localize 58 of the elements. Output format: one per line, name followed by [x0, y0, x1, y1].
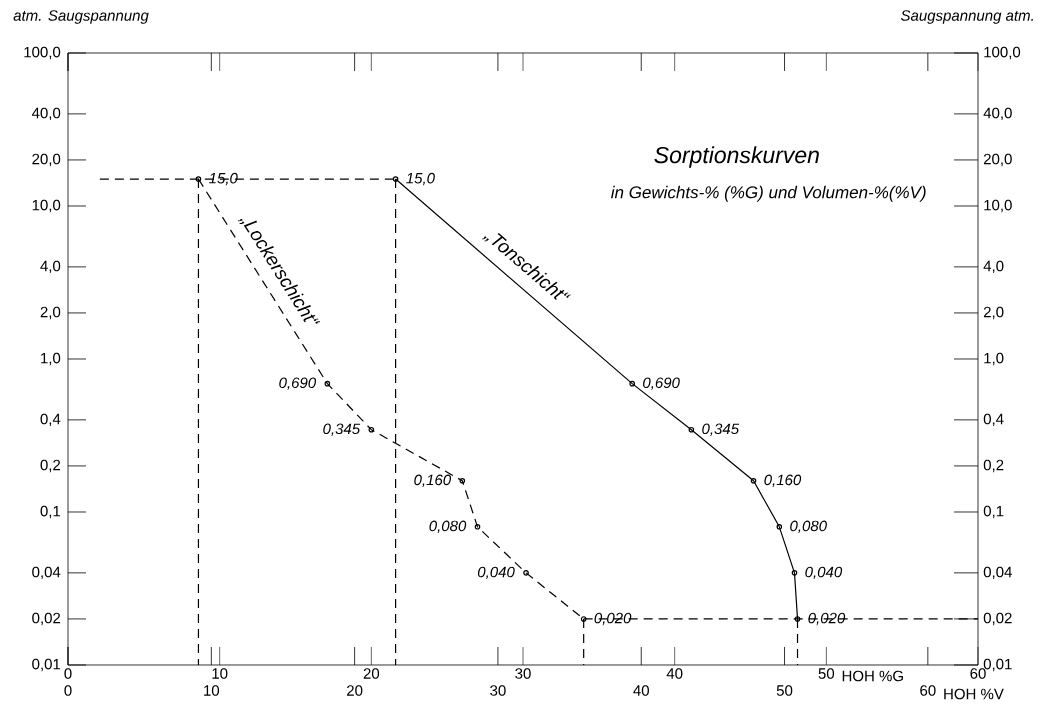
text: 1,0: [984, 352, 1004, 366]
x2-tick-label: 10: [204, 685, 220, 696]
x2-axis-title: HOH %V: [944, 688, 1004, 700]
x-axis-title: HOH %G: [842, 670, 903, 682]
text: 2,0: [983, 306, 1004, 320]
data-label: 0,160: [414, 474, 452, 487]
y-tick-label: 4,0: [40, 260, 61, 274]
y-tick-label: 0,2: [40, 459, 61, 473]
x-tick-label: 50: [818, 668, 835, 679]
data-label: 0,080: [429, 520, 467, 534]
data-label: 0,040: [805, 566, 843, 580]
y-tick-label: 20,0: [32, 153, 61, 167]
data-label: 0,345: [323, 423, 361, 436]
text: 10,0: [984, 199, 1012, 213]
text: 40,0: [983, 107, 1012, 121]
y-tick-label: 40,0: [31, 107, 61, 121]
data-label: 0,160: [764, 474, 802, 487]
data-label: 0,345: [702, 423, 740, 436]
y-tick-label: 1,0: [41, 352, 61, 366]
x-tick-label: 40: [666, 668, 683, 679]
y-tick-label: 100,0: [24, 46, 61, 60]
data-label: 0,080: [790, 520, 827, 534]
y2-axis-title: Saugspannung atm.: [900, 10, 1033, 24]
y-tick-label: 2,0: [40, 306, 61, 320]
x-tick-label: 10: [212, 668, 228, 679]
text: 0,02: [983, 612, 1012, 626]
x2-tick-label: 20: [347, 685, 363, 696]
x-tick-label: 20: [363, 668, 380, 679]
y-tick-label: 10,0: [32, 199, 61, 213]
y-tick-label: 0,1: [40, 505, 61, 519]
text: 0,1: [983, 505, 1004, 519]
text: 100,0: [984, 46, 1021, 60]
y-tick-label: 0,01: [32, 658, 61, 672]
text: 4,0: [983, 260, 1004, 274]
data-label: 0,690: [643, 377, 680, 390]
data-label: 15,0: [209, 172, 238, 186]
y-axis-title: atm. Saugspannung: [13, 10, 149, 24]
x2-tick-label: 60: [920, 685, 936, 696]
x2-tick-label: 0: [64, 685, 72, 696]
x2-tick-label: 30: [490, 685, 506, 696]
data-label: 0,040: [477, 566, 515, 580]
text: 0,4: [983, 413, 1004, 427]
text: 0,04: [983, 566, 1012, 580]
y-tick-label: 0,02: [32, 612, 61, 626]
data-label: 15,0: [406, 172, 435, 186]
x2-tick-label: 40: [633, 685, 649, 696]
data-label: 0,020: [808, 612, 846, 626]
data-label: 0,020: [594, 612, 632, 626]
text: 20,0: [983, 153, 1012, 167]
x-tick-label: 0: [64, 668, 72, 679]
text: 0,2: [983, 459, 1004, 473]
data-label: 0,690: [279, 377, 317, 390]
x-tick-label: 30: [515, 668, 531, 679]
y-tick-label: 0,04: [32, 566, 61, 580]
text: in Gewichts-% (%G) und Volumen-%(%V): [611, 185, 926, 202]
y-tick-label: 0,4: [40, 413, 61, 427]
text: Sorptionskurven: [654, 146, 819, 168]
x2-tick-label: 50: [776, 685, 793, 696]
